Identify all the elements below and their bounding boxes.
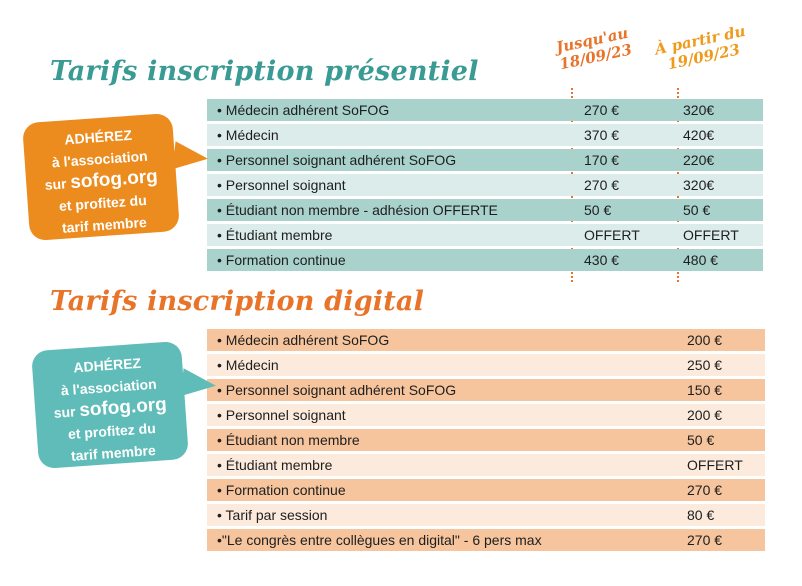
table-row: • Étudiant membre OFFERT OFFERT [207, 224, 763, 246]
bubble-line3-pre: sur [53, 403, 80, 421]
price-after: 480 € [683, 252, 719, 268]
price: 270 € [687, 532, 723, 548]
col-header-after: À partir du 19/09/23 [652, 22, 753, 75]
price-after: 320€ [683, 102, 715, 118]
row-label: • Personnel soignant [217, 177, 346, 193]
table-row: • Formation continue 430 € 480 € [207, 249, 763, 271]
row-label: • Personnel soignant adhérent SoFOG [217, 382, 457, 398]
row-label: • Médecin adhérent SoFOG [217, 332, 390, 348]
price: 200 € [687, 407, 723, 423]
bubble-tail [172, 141, 210, 173]
row-label: • Personnel soignant adhérent SoFOG [217, 152, 457, 168]
table-row: • Médecin 370 € 420€ [207, 124, 763, 146]
bubble-tail [180, 368, 218, 400]
row-label: •"Le congrès entre collègues en digital"… [217, 532, 542, 548]
price-before: 430 € [584, 252, 620, 268]
table-row: • Médecin adhérent SoFOG 270 € 320€ [207, 99, 763, 121]
table-row: • Étudiant membre OFFERT [207, 454, 765, 476]
price-after: 50 € [683, 202, 711, 218]
table-row: • Médecin adhérent SoFOG 200 € [207, 329, 765, 351]
row-label: • Médecin [217, 127, 279, 143]
table-row: • Personnel soignant adhérent SoFOG 150 € [207, 379, 765, 401]
title-digital: Tarifs inscription digital [50, 286, 425, 317]
presentiel-table: • Médecin adhérent SoFOG 270 €320€ • Médec… [207, 99, 763, 274]
table-row: • Étudiant non membre - adhésion OFFERTE… [207, 199, 763, 221]
col-header-before: Jusqu'au 18/09/23 [545, 23, 642, 75]
row-label: • Personnel soignant [217, 407, 346, 423]
table-row: •"Le congrès entre collègues en digital"… [207, 529, 765, 551]
join-bubble-teal[interactable]: ADHÉREZ à l'association sur sofog.org et… [31, 340, 189, 470]
row-label: • Formation continue [217, 252, 346, 268]
digital-table: • Médecin adhérent SoFOG 200 € • Médecin 25… [207, 329, 765, 554]
row-label: • Étudiant non membre - adhésion OFFERTE [217, 202, 498, 218]
row-label: • Tarif par session [217, 507, 328, 523]
price-before: 170 € [584, 152, 620, 168]
row-label: • Formation continue [217, 482, 346, 498]
title-presentiel: Tarifs inscription présentiel [50, 56, 479, 87]
join-bubble-orange[interactable]: ADHÉREZ à l'association sur sofog.org et… [22, 112, 180, 242]
table-row: • Personnel soignant adhérent SoFOG 170 €… [207, 149, 763, 171]
price: 150 € [687, 382, 723, 398]
row-label: • Étudiant non membre [217, 432, 360, 448]
price: 50 € [687, 432, 715, 448]
price: 250 € [687, 357, 723, 373]
table-row: • Personnel soignant 200 € [207, 404, 765, 426]
price-after: 420€ [683, 127, 715, 143]
price: OFFERT [687, 457, 743, 473]
price: 200 € [687, 332, 723, 348]
price: 270 € [687, 482, 723, 498]
price-before: 270 € [584, 177, 620, 193]
price-before: 50 € [584, 202, 612, 218]
bubble-line3-pre: sur [44, 175, 71, 193]
row-label: • Étudiant membre [217, 457, 333, 473]
price-before: OFFERT [584, 227, 640, 243]
price-before: 270 € [584, 102, 620, 118]
price-before: 370 € [584, 127, 620, 143]
row-label: • Étudiant membre [217, 227, 333, 243]
price-after: OFFERT [683, 227, 739, 243]
table-row: • Tarif par session 80 € [207, 504, 765, 526]
price-after: 220€ [683, 152, 715, 168]
table-row: • Formation continue 270 € [207, 479, 765, 501]
table-row: • Personnel soignant 270 € 320€ [207, 174, 763, 196]
price-after: 320€ [683, 177, 715, 193]
table-row: • Étudiant non membre 50 € [207, 429, 765, 451]
row-label: • Médecin adhérent SoFOG [217, 102, 390, 118]
table-row: • Médecin 250 € [207, 354, 765, 376]
price: 80 € [687, 507, 715, 523]
row-label: • Médecin [217, 357, 279, 373]
